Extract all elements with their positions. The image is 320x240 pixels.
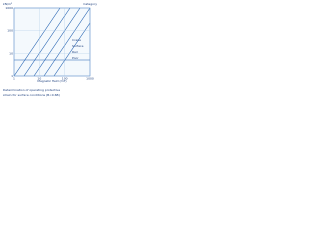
line-label: Rail <box>72 50 78 54</box>
diagonals <box>13 7 91 77</box>
y-tick-label: 1 <box>11 74 13 78</box>
diagonal-line <box>33 7 81 77</box>
caption-line: strain for surface conditions (B<0.6B) <box>3 93 60 97</box>
x-tick-label: 10 <box>37 77 41 81</box>
diagonal-line <box>23 7 71 77</box>
line-label: Crane <box>72 38 81 42</box>
plot-area <box>13 7 91 77</box>
line-label: Surface <box>72 44 84 48</box>
y-tick-label: 10 <box>9 51 13 55</box>
y-tick-label: 1000 <box>5 6 13 10</box>
caption-line: Determination of operating protective <box>3 88 60 92</box>
x-tick-label: 1000 <box>86 77 94 81</box>
diagonal-line <box>13 7 61 77</box>
x-tick-label: 1 <box>13 77 15 81</box>
diagonal-line <box>53 22 91 77</box>
diagram: kN/m² Category Magnetic field (mT) Deter… <box>3 2 97 97</box>
right-label: Category <box>83 2 97 6</box>
line-label: Poor <box>72 56 79 60</box>
x-label: Magnetic field (mT) <box>37 79 66 83</box>
diagonal-line <box>43 7 91 77</box>
y-unit: kN/m² <box>3 2 13 6</box>
y-tick-label: 100 <box>7 29 13 33</box>
x-tick-label: 100 <box>62 77 68 81</box>
